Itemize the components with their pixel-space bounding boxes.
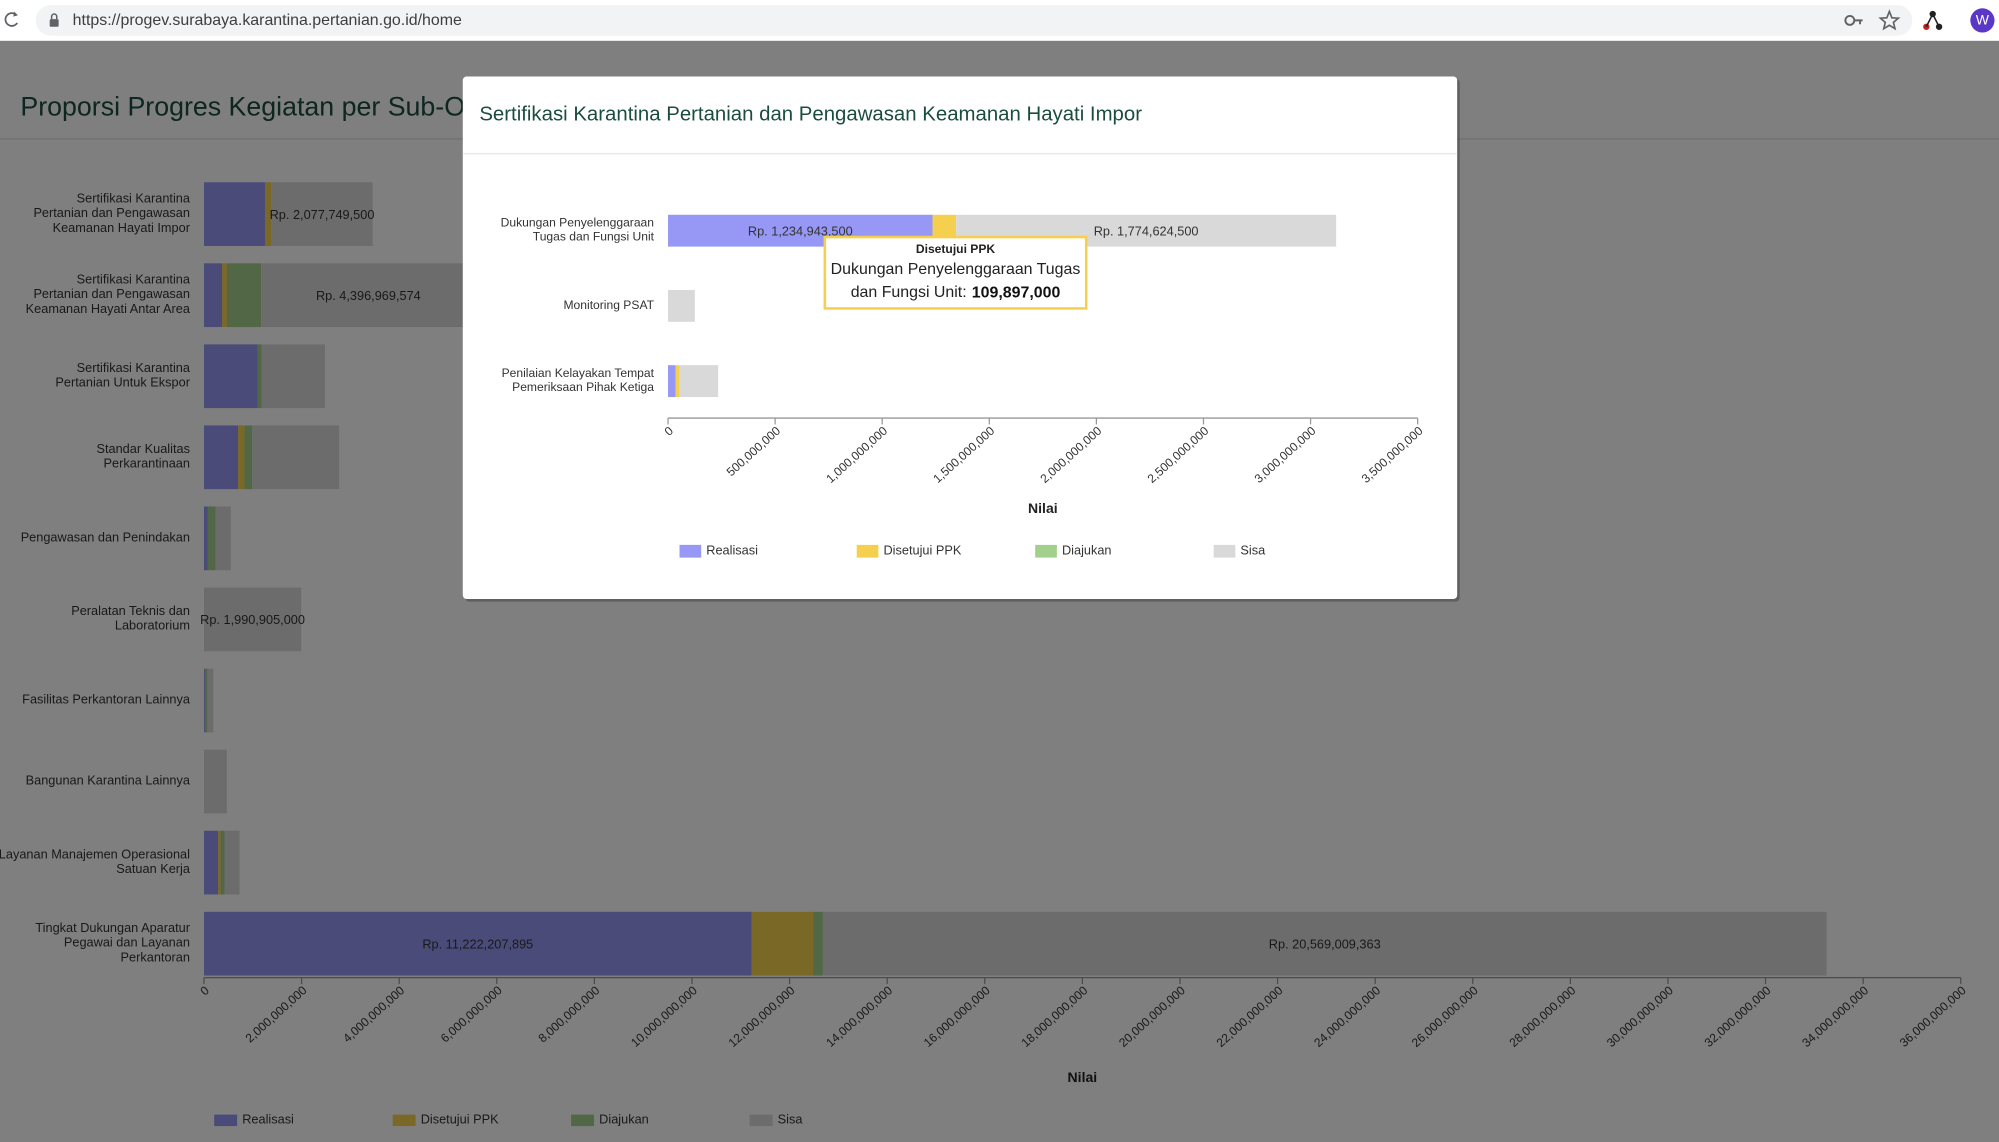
modal: Sertifikasi Karantina Pertanian dan Peng… <box>462 76 1460 602</box>
x-axis-title: Nilai <box>1028 500 1058 516</box>
legend-label[interactable]: Sisa <box>1240 543 1266 558</box>
legend-swatch[interactable] <box>679 544 702 558</box>
modal-title: Sertifikasi Karantina Pertanian dan Peng… <box>479 104 1142 126</box>
tooltip-value: 109,897,000 <box>972 284 1061 301</box>
lock-body <box>49 19 59 27</box>
value-label: Rp. 1,774,624,500 <box>1094 223 1199 238</box>
modal-panel <box>462 76 1458 600</box>
tooltip-box <box>823 235 1088 310</box>
bar-segment <box>668 289 695 322</box>
reload-button[interactable] <box>4 11 18 27</box>
bar-segment <box>679 365 719 398</box>
legend-swatch[interactable] <box>1213 544 1236 558</box>
reload-arrow <box>13 11 18 17</box>
reload-icon <box>4 12 18 27</box>
tooltip-title: Disetujui PPK <box>916 242 996 256</box>
bar-segment <box>675 365 680 398</box>
browser-toolbar: https://progev.surabaya.karantina.pertan… <box>0 0 1999 41</box>
password-key-icon[interactable] <box>1844 14 1863 26</box>
legend-label[interactable]: Diajukan <box>1062 543 1112 558</box>
bar-segment <box>668 365 676 398</box>
tooltip-label: Dukungan Penyelenggaraan Tugas dan Fungsi… <box>831 261 1081 301</box>
legend-label[interactable]: Disetujui PPK <box>883 543 961 558</box>
url-text[interactable]: https://progev.surabaya.karantina.pertan… <box>73 12 462 29</box>
lock-icon[interactable] <box>49 13 59 27</box>
profile-avatar[interactable] <box>1970 8 1995 33</box>
category-label: Dukungan Penyelenggaraan Tugas dan Fungsi… <box>501 216 655 244</box>
legend-label[interactable]: Realisasi <box>706 543 758 558</box>
bookmark-star[interactable] <box>1878 9 1901 31</box>
profile-initial: W <box>1976 12 1990 28</box>
lock-shackle <box>50 13 58 20</box>
ext-edges <box>1925 13 1940 28</box>
value-label: Rp. 1,234,943,500 <box>748 223 853 238</box>
key-shaft <box>1854 19 1863 25</box>
extension-icon[interactable] <box>1923 10 1943 30</box>
legend-swatch[interactable] <box>1035 544 1057 558</box>
category-label: Monitoring PSAT <box>563 298 654 312</box>
address-bar[interactable] <box>35 5 1913 36</box>
category-label: Penilaian Kelayakan Tempat Pemeriksaan Pi… <box>502 366 655 394</box>
legend-swatch[interactable] <box>856 544 879 558</box>
